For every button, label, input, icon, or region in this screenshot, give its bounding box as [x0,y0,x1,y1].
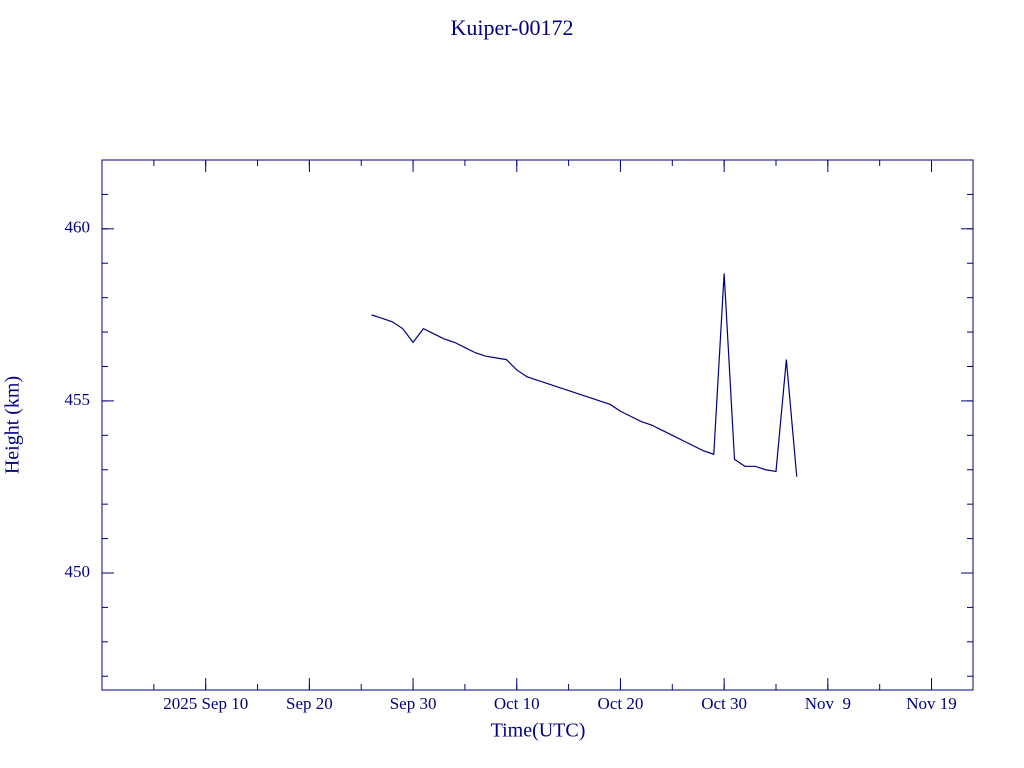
x-tick-label: Nov 9 [805,694,851,713]
x-tick-label: Nov 19 [906,694,957,713]
y-tick-label: 460 [65,218,91,237]
y-tick-label: 450 [65,562,91,581]
x-tick-label: Oct 20 [598,694,644,713]
data-line [371,273,798,477]
x-tick-label: Oct 30 [701,694,747,713]
x-axis-label: Time(UTC) [491,720,586,742]
y-tick-label: 455 [65,390,91,409]
chart-title: Kuiper-00172 [451,15,574,40]
x-tick-label: 2025 Sep 10 [163,694,248,713]
y-axis-label: Height (km) [2,376,24,474]
x-tick-label: Sep 20 [286,694,333,713]
plot-frame [101,159,974,691]
x-tick-label: Oct 10 [494,694,540,713]
x-tick-label: Sep 30 [390,694,437,713]
